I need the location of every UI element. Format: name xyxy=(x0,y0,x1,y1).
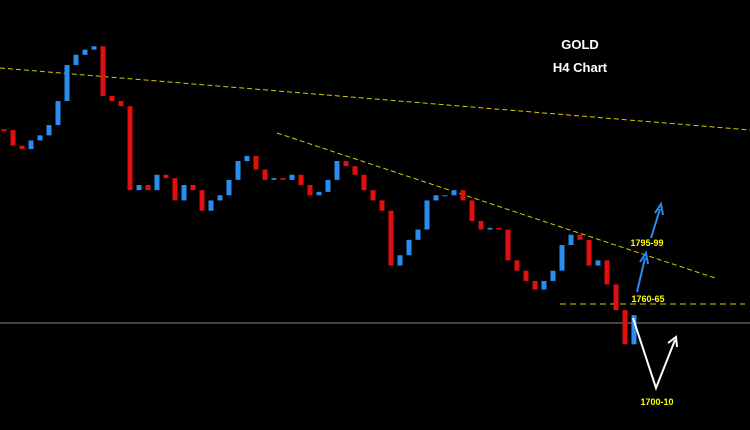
candle-body xyxy=(226,179,232,196)
candle-body xyxy=(244,155,250,162)
candle-body xyxy=(64,65,70,102)
projection-arrow xyxy=(632,317,678,391)
candle-body xyxy=(91,46,97,50)
candle-body xyxy=(55,101,61,126)
candle-body xyxy=(262,169,268,180)
candle-body xyxy=(568,234,574,245)
candle-body xyxy=(154,174,160,191)
candle-body xyxy=(1,129,7,132)
candle-body xyxy=(163,174,169,179)
arrow xyxy=(632,317,676,391)
candle-body xyxy=(28,140,34,150)
candle-body xyxy=(397,255,403,266)
candle-body xyxy=(379,200,385,211)
candle-body xyxy=(19,145,25,150)
annotation: 1795-99 xyxy=(630,238,663,248)
candle-body xyxy=(442,195,448,197)
candle-body xyxy=(424,200,430,230)
candle-body xyxy=(199,190,205,211)
candle-body xyxy=(73,54,79,66)
annotation: 1760-65 xyxy=(631,294,664,304)
candle-body xyxy=(271,178,277,180)
candle-body xyxy=(469,200,475,221)
candle-body xyxy=(253,155,259,170)
candle-body xyxy=(343,161,349,167)
candle-body xyxy=(532,280,538,290)
candle-body xyxy=(217,195,223,201)
candle-body xyxy=(550,270,556,281)
arrow-head xyxy=(639,250,649,265)
candle-body xyxy=(289,174,295,180)
candle-body xyxy=(145,185,151,191)
candle-body xyxy=(172,178,178,201)
candle-body xyxy=(208,200,214,211)
candle-body xyxy=(478,220,484,230)
annotation: 1700-10 xyxy=(640,397,673,407)
candle-body xyxy=(487,227,493,230)
candle-body xyxy=(37,135,43,141)
candle-body xyxy=(595,260,601,266)
candle-body xyxy=(316,191,322,196)
candle-body xyxy=(352,166,358,175)
candle-body xyxy=(280,178,286,180)
chart-title: GOLD xyxy=(561,37,599,52)
candle-body xyxy=(451,190,457,196)
candle-body xyxy=(433,195,439,201)
candle-body xyxy=(109,95,115,102)
candle-body xyxy=(631,315,637,345)
candle-body xyxy=(604,260,610,285)
candle-body xyxy=(82,49,88,55)
candle-body xyxy=(46,125,52,136)
candle-body xyxy=(613,284,619,311)
candle-body xyxy=(406,239,412,256)
candle-body xyxy=(415,229,421,240)
candle-body xyxy=(496,227,502,230)
candle-body xyxy=(622,310,628,345)
arrow xyxy=(650,208,661,239)
candle-body xyxy=(181,185,187,201)
candle-body xyxy=(559,244,565,271)
candle-body xyxy=(388,210,394,266)
candle-body xyxy=(325,179,331,192)
candle-body xyxy=(235,161,241,180)
arrow-head xyxy=(654,201,664,216)
candle-body xyxy=(460,190,466,201)
candle-body xyxy=(334,161,340,180)
candle-body xyxy=(100,46,106,96)
candle-body xyxy=(370,190,376,201)
arrow xyxy=(636,257,646,293)
candles xyxy=(1,46,637,345)
candle-body xyxy=(118,101,124,107)
candle-body xyxy=(127,106,133,191)
arrow-head xyxy=(667,335,678,348)
chart-subtitle: H4 Chart xyxy=(553,60,608,75)
candle-body xyxy=(307,185,313,196)
candle-body xyxy=(136,185,142,191)
candle-body xyxy=(523,270,529,281)
candle-body xyxy=(190,185,196,191)
trendline xyxy=(0,67,750,131)
candle-body xyxy=(541,280,547,290)
candle-body xyxy=(298,174,304,186)
candle-body xyxy=(505,229,511,261)
candle-body xyxy=(577,234,583,240)
candle-body xyxy=(10,130,16,146)
candle-body xyxy=(514,260,520,271)
trendline xyxy=(276,132,716,279)
candle-body xyxy=(586,239,592,266)
arrows xyxy=(636,201,664,293)
candle-body xyxy=(361,174,367,191)
